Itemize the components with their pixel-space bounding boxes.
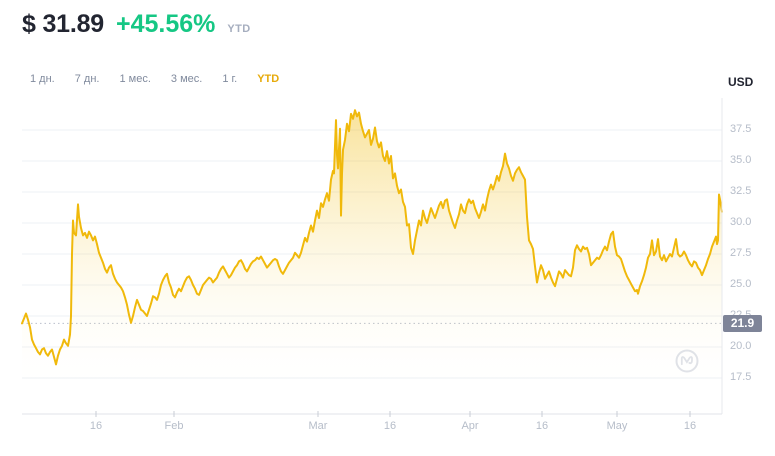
y-axis-label: 27.5 — [730, 247, 752, 259]
x-axis-label: Feb — [164, 420, 184, 432]
y-axis-label: 20.0 — [730, 340, 752, 352]
x-axis-label: 16 — [383, 420, 397, 432]
x-axis-label: Mar — [308, 420, 328, 432]
axis-unit-label: USD — [728, 75, 754, 89]
range-button-ytd[interactable]: YTD — [257, 73, 280, 85]
y-axis-label: 32.5 — [730, 185, 752, 197]
y-axis-label: 30.0 — [730, 216, 752, 228]
change-period-label: YTD — [227, 23, 251, 35]
x-axis-label: 16 — [683, 420, 697, 432]
price-area-fill — [22, 110, 722, 414]
x-axis-label: 16 — [89, 420, 103, 432]
range-button-3m[interactable]: 3 мес. — [170, 73, 203, 85]
x-axis-label: May — [606, 420, 628, 432]
price-change-percent: +45.56% — [116, 10, 216, 38]
price-line — [21, 109, 723, 366]
y-axis-label: 37.5 — [730, 123, 752, 135]
current-price: $ 31.89 — [22, 10, 105, 38]
x-axis-label: 16 — [535, 420, 549, 432]
y-axis-label: 17.5 — [730, 371, 752, 383]
price-header: $ 31.89 +45.56% YTD — [22, 10, 251, 39]
coinmarketcap-watermark-icon — [675, 349, 699, 373]
range-button-1d[interactable]: 1 дн. — [30, 73, 55, 85]
range-button-7d[interactable]: 7 дн. — [74, 73, 100, 85]
range-button-1m[interactable]: 1 мес. — [119, 73, 151, 85]
time-range-selector: 1 дн. 7 дн. 1 мес. 3 мес. 1 г. YTD — [30, 73, 279, 85]
y-axis-label: 25.0 — [730, 278, 752, 290]
range-button-1y[interactable]: 1 г. — [222, 73, 238, 85]
y-axis-label: 35.0 — [730, 154, 752, 166]
x-axis-label: Apr — [461, 420, 479, 432]
reference-price-badge: 21.9 — [723, 315, 762, 333]
